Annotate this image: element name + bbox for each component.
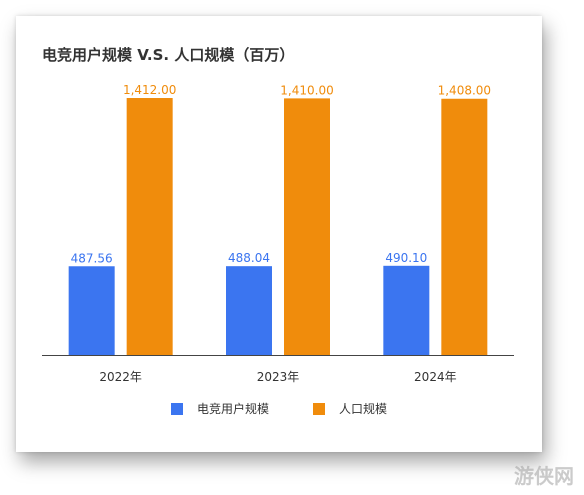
legend-swatch-esports-users: [170, 402, 183, 415]
legend-item-esports-users[interactable]: 电竞用户规模: [170, 400, 269, 417]
site-watermark: 游侠网: [514, 464, 574, 488]
data-label: 488.04: [228, 251, 270, 265]
x-tick-label: 2022年: [99, 370, 142, 384]
data-label: 1,408.00: [438, 84, 491, 98]
bar-population-2[interactable]: [284, 98, 330, 355]
chart-legend: 电竞用户规模 人口规模: [16, 400, 542, 417]
data-label: 487.56: [71, 251, 113, 265]
legend-item-population[interactable]: 人口规模: [313, 400, 387, 417]
bar-esports-users-2[interactable]: [226, 266, 272, 355]
bar-chart: 487.56 1,412.00 2022年 488.04 1,410.00 2023年 49…: [42, 83, 514, 384]
data-label: 1,412.00: [123, 83, 176, 97]
legend-label-esports-users: 电竞用户规模: [196, 402, 269, 416]
bar-esports-users-3[interactable]: [383, 265, 430, 355]
legend-label-population: 人口规模: [339, 402, 388, 416]
chart-title: 电竞用户规模 V.S. 人口规模（百万）: [42, 46, 295, 64]
bar-esports-users-1[interactable]: [68, 266, 115, 355]
data-label: 1,410.00: [280, 83, 333, 97]
x-tick-label: 2024年: [414, 370, 457, 384]
legend-swatch-population: [313, 402, 325, 415]
bar-population-1[interactable]: [126, 98, 173, 356]
chart-card: 电竞用户规模 V.S. 人口规模（百万） 487.56 1,412.00 2022年…: [16, 16, 542, 452]
x-tick-label: 2023年: [257, 370, 300, 384]
data-label: 490.10: [385, 251, 427, 265]
bar-population-3[interactable]: [441, 98, 488, 355]
